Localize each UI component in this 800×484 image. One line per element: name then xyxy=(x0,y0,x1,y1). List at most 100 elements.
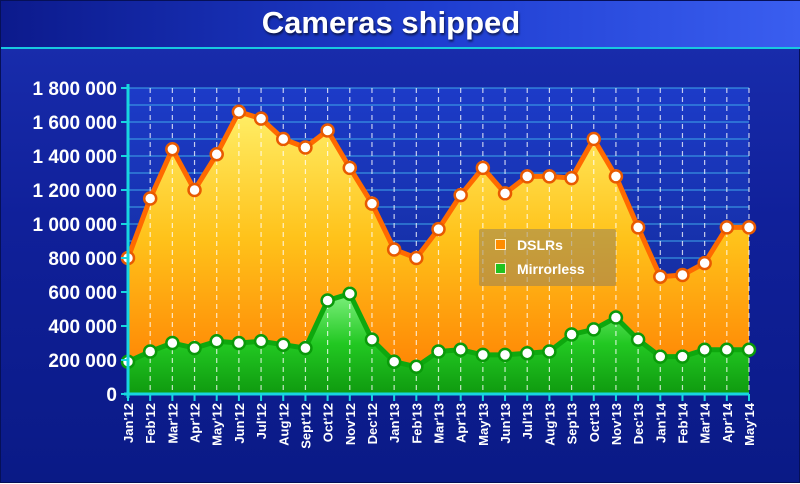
x-tick-label: Nov'13 xyxy=(609,403,624,445)
data-point-mirrorless xyxy=(542,344,557,359)
data-point-mirrorless xyxy=(386,354,402,369)
legend: DSLRs Mirrorless xyxy=(479,229,616,286)
x-tick-label: Apr'12 xyxy=(188,403,203,443)
y-tick-label: 1 200 000 xyxy=(32,181,117,202)
data-point-dslrs xyxy=(142,191,158,206)
y-tick-label: 1 800 000 xyxy=(32,79,117,100)
data-point-dslrs xyxy=(386,242,402,257)
data-point-dslrs xyxy=(165,141,180,157)
x-tick-label: Sep'13 xyxy=(565,403,580,444)
data-point-mirrorless xyxy=(675,349,690,364)
data-point-mirrorless xyxy=(431,344,446,359)
y-tick-label: 400 000 xyxy=(48,317,117,338)
x-tick-label: Jun'12 xyxy=(232,403,247,444)
data-point-mirrorless xyxy=(187,340,202,356)
y-tick-label: 1 600 000 xyxy=(32,113,117,134)
x-tick-label: Jul'13 xyxy=(520,403,535,439)
data-point-mirrorless xyxy=(364,332,380,347)
data-point-dslrs xyxy=(453,187,468,203)
data-point-dslrs xyxy=(497,186,513,201)
data-point-mirrorless xyxy=(697,342,712,358)
x-tick-label: Jan'14 xyxy=(653,402,668,443)
x-tick-label: Aug'12 xyxy=(276,403,291,446)
x-tick-label: Oct'12 xyxy=(321,403,336,442)
y-tick-label: 1 000 000 xyxy=(32,215,117,236)
x-tick-label: Jul'12 xyxy=(254,403,269,439)
data-point-mirrorless xyxy=(165,335,180,351)
x-tick-label: Apr'14 xyxy=(720,402,735,443)
data-point-dslrs xyxy=(342,160,358,176)
data-point-dslrs xyxy=(519,169,535,184)
data-point-dslrs xyxy=(542,169,557,184)
x-tick-label: May'14 xyxy=(742,402,757,446)
x-tick-label: Mar'13 xyxy=(432,403,447,444)
data-point-mirrorless xyxy=(231,335,247,351)
y-tick-label: 200 000 xyxy=(48,351,117,372)
x-tick-label: Apr'13 xyxy=(454,403,469,443)
data-point-dslrs xyxy=(320,123,335,138)
data-point-dslrs xyxy=(564,170,579,186)
data-point-dslrs xyxy=(431,221,446,237)
data-point-mirrorless xyxy=(342,286,358,301)
legend-swatch-dslrs xyxy=(495,239,506,250)
y-tick-label: 600 000 xyxy=(48,283,117,304)
title-bar: Cameras shipped xyxy=(1,1,800,49)
legend-swatch-mirrorless xyxy=(495,263,506,274)
data-point-dslrs xyxy=(608,169,624,184)
data-point-dslrs xyxy=(209,147,224,162)
data-point-mirrorless xyxy=(142,344,158,359)
x-tick-label: Oct'13 xyxy=(587,403,602,442)
x-tick-label: Jun'13 xyxy=(498,403,513,444)
data-point-dslrs xyxy=(475,160,491,176)
data-point-mirrorless xyxy=(519,345,535,361)
data-point-dslrs xyxy=(586,131,601,147)
y-tick-label: 800 000 xyxy=(48,249,117,270)
data-point-dslrs xyxy=(719,220,735,235)
data-point-mirrorless xyxy=(719,342,735,358)
y-tick-label: 0 xyxy=(106,385,117,406)
data-point-dslrs xyxy=(231,104,247,120)
x-tick-label: Aug'13 xyxy=(542,403,557,446)
data-point-mirrorless xyxy=(320,293,335,308)
data-point-dslrs xyxy=(630,220,646,235)
y-tick-label: 1 400 000 xyxy=(32,147,117,168)
data-point-mirrorless xyxy=(630,332,646,347)
data-point-dslrs xyxy=(364,196,380,211)
data-point-dslrs xyxy=(675,267,690,283)
data-point-dslrs xyxy=(697,255,712,271)
data-point-mirrorless xyxy=(741,342,757,358)
data-point-dslrs xyxy=(253,111,269,126)
data-point-mirrorless xyxy=(298,340,313,356)
data-point-dslrs xyxy=(187,182,202,198)
data-point-mirrorless xyxy=(276,337,291,352)
data-point-mirrorless xyxy=(564,327,579,342)
x-tick-label: Dec'13 xyxy=(631,403,646,444)
data-point-mirrorless xyxy=(475,347,491,363)
x-tick-label: Mar'14 xyxy=(698,402,713,443)
data-point-mirrorless xyxy=(453,342,468,358)
legend-label-mirrorless: Mirrorless xyxy=(517,261,585,277)
x-tick-label: Jan'12 xyxy=(121,403,136,443)
data-point-dslrs xyxy=(298,140,313,155)
data-point-dslrs xyxy=(741,220,757,235)
data-point-mirrorless xyxy=(608,310,624,325)
x-tick-label: Mar'12 xyxy=(165,403,180,444)
data-point-mirrorless xyxy=(586,322,601,337)
data-point-mirrorless xyxy=(409,359,424,375)
x-tick-label: Nov'12 xyxy=(343,403,358,445)
legend-label-dslrs: DSLRs xyxy=(517,237,563,253)
x-tick-label: Dec'12 xyxy=(365,403,380,444)
x-tick-label: Feb'12 xyxy=(143,403,158,444)
data-point-dslrs xyxy=(409,250,424,266)
data-point-mirrorless xyxy=(497,347,513,363)
data-point-dslrs xyxy=(276,131,291,147)
x-tick-label: Feb'13 xyxy=(409,403,424,444)
x-tick-label: May'12 xyxy=(210,403,225,446)
x-tick-label: May'13 xyxy=(476,403,491,446)
x-tick-label: Jan'13 xyxy=(387,403,402,443)
x-tick-label: Sept'12 xyxy=(298,403,313,449)
data-point-mirrorless xyxy=(209,334,224,349)
x-tick-label: Feb'14 xyxy=(675,402,690,443)
